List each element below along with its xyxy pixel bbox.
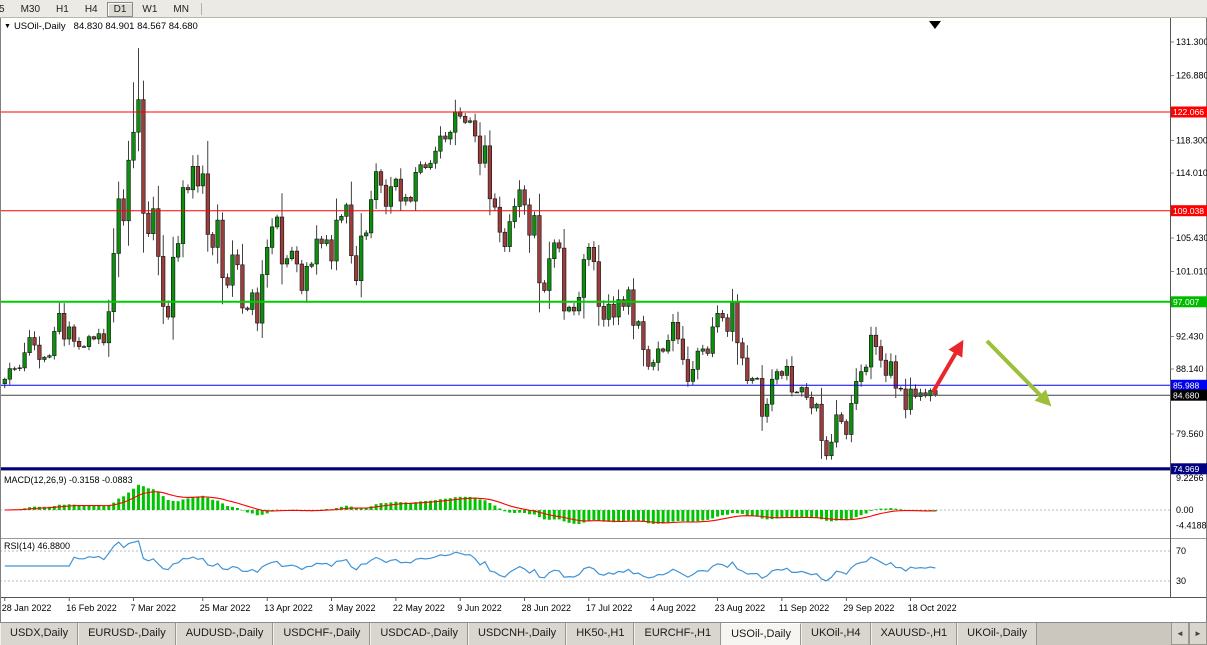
svg-text:3 May 2022: 3 May 2022	[329, 603, 376, 613]
chart-tab-xauusd-h1[interactable]: XAUUSD-,H1	[870, 623, 958, 645]
timeframe-button-h1[interactable]: H1	[56, 3, 69, 15]
svg-text:-4.4188: -4.4188	[1176, 520, 1207, 530]
svg-text:84.680: 84.680	[1173, 390, 1200, 400]
svg-text:16 Feb 2022: 16 Feb 2022	[66, 603, 117, 613]
svg-text:28 Jun 2022: 28 Jun 2022	[522, 603, 572, 613]
chart-tab-usdx-daily[interactable]: USDX,Daily	[0, 623, 79, 645]
bearish-arrow[interactable]	[985, 339, 1052, 407]
svg-text:11 Sep 2022: 11 Sep 2022	[779, 603, 829, 613]
symbol-dropdown-icon[interactable]: ▼	[4, 23, 11, 30]
rsi-indicator-label: RSI(14) 46.8800	[4, 541, 71, 551]
macd-histogram	[8, 484, 937, 524]
svg-text:105.430: 105.430	[1176, 233, 1207, 243]
svg-text:118.300: 118.300	[1176, 136, 1207, 146]
macd-signal-line	[4, 491, 936, 524]
svg-text:23 Aug 2022: 23 Aug 2022	[715, 603, 766, 613]
chart-shift-icon[interactable]	[929, 21, 941, 29]
tab-scroll-right-icon[interactable]: ►	[1189, 623, 1207, 645]
chart-tab-eurusd-daily[interactable]: EURUSD-,Daily	[78, 623, 176, 645]
bullish-arrow[interactable]	[931, 339, 964, 394]
chart-tab-bar: USDX,Daily EURUSD-,Daily AUDUSD-,Daily USDC…	[0, 622, 1207, 645]
svg-text:22 May 2022: 22 May 2022	[393, 603, 445, 613]
svg-text:88.140: 88.140	[1176, 364, 1204, 374]
chart-window[interactable]: 131.300 126.880 118.300 114.010 105.430 101.0…	[0, 17, 1207, 623]
rsi-line	[4, 540, 936, 582]
svg-text:85.988: 85.988	[1173, 381, 1200, 391]
svg-text:126.880: 126.880	[1176, 71, 1207, 81]
svg-text:131.300: 131.300	[1176, 37, 1207, 47]
svg-text:28 Jan 2022: 28 Jan 2022	[2, 603, 52, 613]
tab-scroll-left-icon[interactable]: ◄	[1171, 623, 1189, 645]
svg-text:30: 30	[1176, 576, 1186, 586]
chart-symbol-period: USOil-,Daily	[13, 21, 66, 32]
horizontal-level-lines[interactable]	[0, 111, 1170, 471]
timeframe-button-d1[interactable]: D1	[106, 1, 134, 17]
svg-text:109.038: 109.038	[1173, 206, 1204, 216]
svg-text:114.010: 114.010	[1176, 168, 1207, 178]
timeframe-button-5[interactable]: 5	[0, 3, 5, 15]
chart-title: ▼ USOil-,Daily 84.830 84.901 84.567 84.680	[4, 21, 198, 32]
timeframe-button-mn[interactable]: MN	[173, 3, 189, 15]
chart-tab-usoil-daily[interactable]: USOil-,Daily	[721, 623, 802, 645]
svg-text:101.010: 101.010	[1176, 267, 1207, 277]
chart-tab-audusd-daily[interactable]: AUDUSD-,Daily	[175, 623, 274, 645]
svg-text:79.560: 79.560	[1176, 429, 1204, 439]
chart-tab-ukoil-daily[interactable]: UKOil-,Daily	[957, 623, 1038, 645]
svg-text:70: 70	[1176, 546, 1186, 556]
svg-text:0.00: 0.00	[1176, 505, 1194, 515]
svg-text:97.007: 97.007	[1173, 297, 1200, 307]
svg-text:92.430: 92.430	[1176, 332, 1204, 342]
chart-tab-usdcad-daily[interactable]: USDCAD-,Daily	[370, 623, 468, 645]
svg-text:4 Aug 2022: 4 Aug 2022	[650, 603, 696, 613]
timeframe-button-h4[interactable]: H4	[84, 3, 98, 15]
svg-text:9.2266: 9.2266	[1176, 473, 1204, 483]
time-axis[interactable]: 28 Jan 2022 16 Feb 2022 7 Mar 2022 25 Mar 2…	[2, 598, 957, 613]
macd-indicator-label: MACD(12,26,9) -0.3158 -0.0883	[4, 475, 133, 485]
svg-text:25 Mar 2022: 25 Mar 2022	[200, 603, 251, 613]
toolbar-separator	[200, 2, 202, 15]
svg-text:9 Jun 2022: 9 Jun 2022	[457, 603, 502, 613]
price-axis[interactable]: 131.300 126.880 118.300 114.010 105.430 101.0…	[1171, 37, 1207, 586]
chart-tab-eurchf-h1[interactable]: EURCHF-,H1	[634, 623, 722, 645]
chart-tab-ukoil-h4[interactable]: UKOil-,H4	[801, 623, 871, 645]
chart-tab-usdchf-daily[interactable]: USDCHF-,Daily	[273, 623, 371, 645]
svg-text:122.066: 122.066	[1173, 107, 1204, 117]
chart-tab-usdcnh-daily[interactable]: USDCNH-,Daily	[467, 623, 567, 645]
svg-text:17 Jul 2022: 17 Jul 2022	[586, 603, 633, 613]
svg-text:74.969: 74.969	[1173, 464, 1200, 474]
chart-tab-hk50-h1[interactable]: HK50-,H1	[566, 623, 635, 645]
timeframe-toolbar: 5 M30 H1 H4 D1 W1 MN	[0, 0, 1207, 18]
tabbar-spacer	[1037, 623, 1171, 645]
timeframe-button-m30[interactable]: M30	[20, 3, 41, 15]
timeframe-button-w1[interactable]: W1	[142, 3, 158, 15]
svg-text:29 Sep 2022: 29 Sep 2022	[843, 603, 894, 613]
svg-text:7 Mar 2022: 7 Mar 2022	[131, 603, 177, 613]
chart-ohlc-values: 84.830 84.901 84.567 84.680	[73, 21, 198, 32]
svg-text:13 Apr 2022: 13 Apr 2022	[264, 603, 313, 613]
svg-text:18 Oct 2022: 18 Oct 2022	[908, 603, 957, 613]
